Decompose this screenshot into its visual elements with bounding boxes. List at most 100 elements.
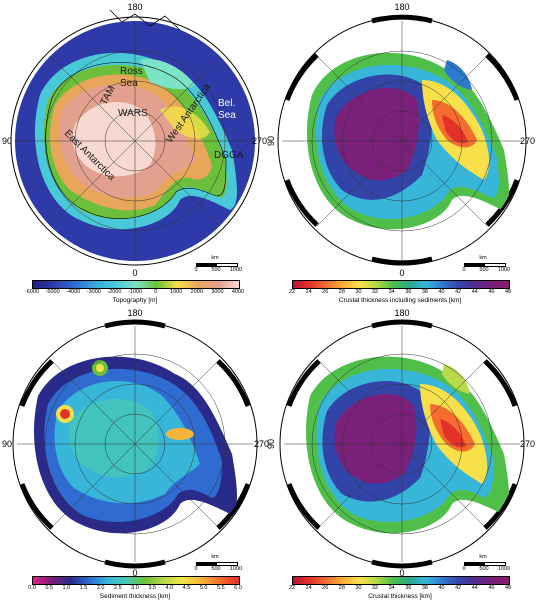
lon-label-left: 90: [266, 438, 277, 450]
scale-tick: 500: [479, 267, 489, 273]
scale-bar-graphic: [464, 562, 506, 566]
scale-tick: 0: [194, 566, 198, 572]
colorbar: [292, 280, 510, 289]
frame-ticks: [284, 14, 520, 266]
lon-label-bottom: 0: [399, 568, 405, 578]
colorbar-tick-label: 34: [388, 585, 395, 591]
colorbar-tick-label: 34: [388, 289, 395, 295]
scale-tick: 1000: [497, 267, 511, 273]
lon-label-bottom: 0: [132, 268, 138, 278]
colorbar-tick-label: 5.0: [199, 585, 208, 591]
topography-map: [10, 9, 260, 266]
scale-bar: km 0 500 1000: [458, 554, 510, 574]
dgga-label: DGGA: [214, 150, 244, 161]
colorbar-tick-label: 24: [305, 585, 312, 591]
crust-with-sediments-panel: 180 0 90 270 km 0 500 1000 22 24 26 28 30 32 3…: [266, 0, 544, 306]
scale-unit: km: [479, 554, 487, 560]
scale-tick: 0: [462, 267, 466, 273]
colorbar-title: Crustal thickness including sediments [k…: [338, 297, 462, 304]
colorbar-tick-label: 3.5: [148, 585, 156, 591]
scale-bar: km 0 500 1000: [458, 255, 511, 275]
scale-bar: km 0 500 1000: [190, 554, 243, 574]
colorbar-tick-label: -2000: [107, 289, 122, 295]
crust-map: [279, 319, 525, 569]
colorbar: [32, 280, 240, 289]
colorbar-tick-label: 26: [322, 289, 329, 295]
scale-bar: km 0 500 1000: [190, 255, 243, 275]
colorbar-title: Topography [m]: [112, 297, 158, 304]
colorbar-tick-label: -5000: [45, 289, 60, 295]
colorbar-tick-label: 32: [372, 289, 379, 295]
colorbar-tick-label: -1000: [127, 289, 143, 295]
lon-label-left: 90: [266, 135, 277, 147]
scale-bar-graphic: [196, 263, 238, 267]
lon-label-top: 180: [127, 308, 143, 318]
colorbar-tick-label: -4000: [66, 289, 81, 295]
lon-label-bottom: 0: [132, 568, 138, 578]
colorbar-tick-label: 0: [154, 289, 158, 295]
colorbar-tick-label: 5.5: [217, 585, 225, 591]
colorbar-tick-label: 42: [455, 289, 462, 295]
scale-tick: 500: [479, 566, 489, 572]
colorbar-tick-label: 4.0: [165, 585, 174, 591]
scale-tick: 500: [211, 267, 221, 273]
ross-sea-label: Ross Sea: [120, 66, 143, 89]
wars-label: WARS: [118, 108, 148, 119]
colorbar-tick-label: -6000: [24, 289, 40, 295]
colorbar-tick-label: 42: [455, 585, 462, 591]
colorbar-tick-label: 3.0: [131, 585, 139, 591]
colorbar-tick-label: 6.0: [234, 585, 242, 591]
colorbar-tick-label: 40: [438, 585, 445, 591]
colorbar-tick-label: 1.0: [62, 585, 71, 591]
colorbar-tick-label: -3000: [86, 289, 101, 295]
crust-panel: 180 0 90 270 km 0 500 1000 22 24 26 28 30 32 3…: [266, 306, 544, 612]
colorbar-tick-label: 1000: [170, 289, 183, 295]
colorbar-ticks: 22 24 26 28 30 32 34 36 38 40 42 44 46 48: [289, 585, 512, 593]
lon-label-bottom: 0: [399, 268, 405, 278]
colorbar-tick-label: 38: [421, 585, 428, 591]
lon-label-right: 270: [252, 136, 268, 146]
lon-label-right: 270: [520, 136, 536, 146]
colorbar-tick-label: 28: [338, 289, 345, 295]
colorbar-tick-label: 2000: [190, 289, 203, 295]
topography-panel: Ross Sea TAM WARS West Antarctica East A…: [0, 0, 272, 306]
lon-label-top: 180: [127, 2, 143, 12]
scale-tick: 1000: [229, 566, 243, 572]
colorbar-tick-label: 46: [488, 585, 495, 591]
colorbar-tick-label: 40: [438, 289, 445, 295]
colorbar-title: Crustal thickness [km]: [368, 593, 432, 600]
colorbar-tick-label: 2.0: [96, 585, 105, 591]
colorbar-tick-label: 30: [355, 289, 362, 295]
colorbar-tick-label: 24: [305, 289, 312, 295]
colorbar: [292, 576, 510, 585]
scale-unit: km: [211, 255, 219, 261]
colorbar-tick-label: 1.5: [79, 585, 88, 591]
scale-tick: 500: [211, 566, 221, 572]
lon-label-top: 180: [394, 308, 410, 318]
colorbar: [32, 576, 240, 585]
sediment-map: [12, 319, 258, 569]
colorbar-tick-label: 4.5: [182, 585, 191, 591]
lon-label-left: 90: [2, 439, 13, 449]
lon-label-top: 180: [394, 2, 410, 12]
colorbar-tick-label: 32: [372, 585, 379, 591]
crust-with-sediments-map: [277, 14, 527, 266]
colorbar-tick-label: 28: [338, 585, 345, 591]
scale-tick: 0: [194, 267, 198, 273]
colorbar-title: Sediment thickness [km]: [99, 593, 171, 600]
scale-unit: km: [479, 255, 487, 261]
scale-tick: 0: [462, 566, 466, 572]
colorbar-tick-label: 2.5: [114, 585, 122, 591]
colorbar-tick-label: 48: [504, 585, 512, 591]
lon-label-left: 90: [2, 136, 13, 146]
colorbar-tick-label: 0.5: [45, 585, 53, 591]
colorbar-ticks: -6000 -5000 -4000 -3000 -2000 -1000 0 1000 2000 3…: [25, 289, 244, 297]
colorbar-tick-label: 44: [471, 289, 478, 295]
colorbar-ticks: 0.0 0.5 1.0 1.5 2.0 2.5 3.0 3.5 4.0 4.5 5.0 5.5 6.0: [28, 585, 242, 593]
colorbar-tick-label: 3000: [211, 289, 224, 295]
lon-label-right: 270: [254, 439, 270, 449]
colorbar-tick-label: 4000: [231, 289, 245, 295]
scale-tick: 1000: [229, 267, 243, 273]
colorbar-tick-label: 36: [405, 289, 412, 295]
colorbar-tick-label: 26: [322, 585, 329, 591]
